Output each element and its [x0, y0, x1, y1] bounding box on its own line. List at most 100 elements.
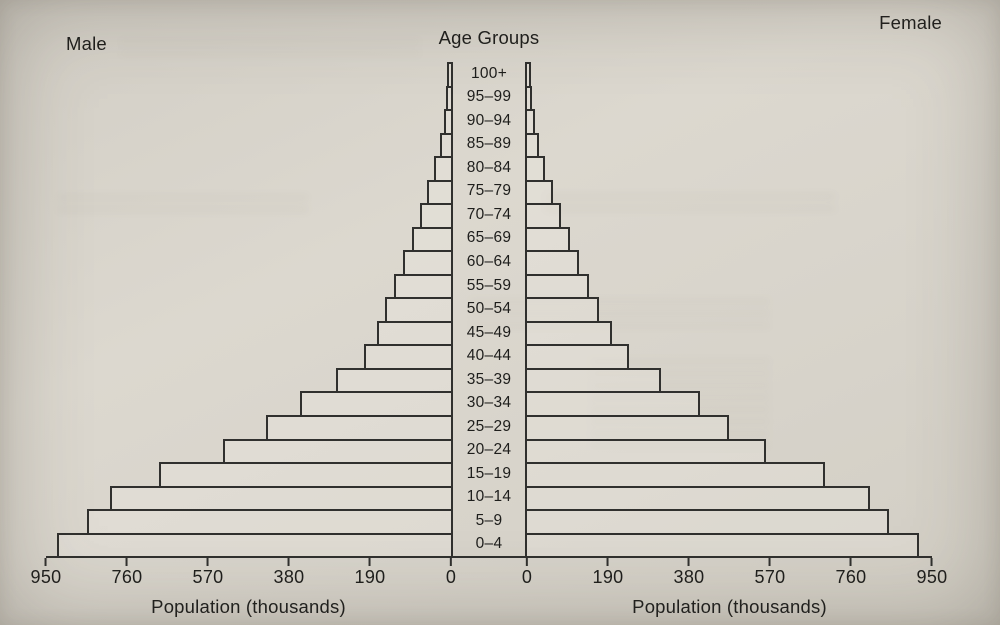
tick-label: 380	[673, 567, 705, 587]
axis-tick: 570	[755, 558, 786, 588]
age-group-label: 100+	[470, 64, 508, 82]
male-bar	[426, 179, 451, 204]
female-bar	[527, 85, 533, 110]
tick-mark	[45, 558, 47, 566]
female-bar	[527, 532, 920, 557]
age-group-label: 85–89	[466, 135, 512, 153]
tick-label: 190	[354, 567, 386, 587]
age-group-label: 55–59	[466, 276, 512, 294]
male-bar	[394, 273, 451, 298]
axis-tick: 0	[446, 558, 456, 588]
age-group-label: 60–64	[466, 253, 512, 271]
axis-tick: 950	[917, 558, 948, 588]
tick-mark	[688, 558, 690, 566]
axis-tick: 380	[274, 558, 305, 588]
tick-mark	[369, 558, 371, 566]
tick-mark	[850, 558, 852, 566]
axis-tick: 0	[522, 558, 532, 588]
tick-label: 570	[192, 567, 224, 587]
female-bar	[527, 320, 613, 345]
age-group-label: 65–69	[466, 229, 512, 247]
tick-label: 570	[754, 567, 786, 587]
age-group-label: 30–34	[466, 394, 512, 412]
print-bleed-artifact	[120, 40, 420, 60]
tick-mark	[207, 558, 209, 566]
age-group-label: 25–29	[466, 417, 512, 435]
male-bar	[110, 485, 451, 510]
male-bar	[447, 62, 451, 86]
male-bar	[385, 297, 451, 321]
female-side-label: Female	[879, 12, 942, 33]
age-group-label: 5–9	[475, 511, 503, 529]
tick-label: 380	[273, 567, 305, 587]
age-group-label: 45–49	[466, 323, 512, 341]
tick-mark	[526, 558, 528, 566]
male-bar	[445, 85, 451, 110]
male-bar	[265, 414, 451, 439]
axis-tick: 760	[836, 558, 867, 588]
male-bar	[86, 509, 451, 533]
female-bar	[527, 250, 580, 274]
female-bar	[527, 203, 561, 227]
axis-tick: 950	[31, 558, 62, 588]
tick-mark	[607, 558, 609, 566]
age-group-label: 95–99	[466, 88, 512, 106]
tick-label: 760	[111, 567, 143, 587]
axis-tick: 760	[112, 558, 143, 588]
age-group-label: 15–19	[466, 464, 512, 482]
female-bar	[527, 132, 540, 157]
female-bar	[527, 156, 546, 180]
male-bar	[159, 462, 451, 486]
female-bar	[527, 109, 535, 133]
age-group-label: 75–79	[466, 182, 512, 200]
tick-label: 0	[521, 567, 533, 587]
age-groups-title: Age Groups	[438, 27, 540, 48]
age-group-label: 70–74	[466, 205, 512, 223]
age-labels-column: 100+ 95–99 90–94 85–89 80–84 75–79 70–74 65–69 6…	[451, 62, 527, 556]
axis-tick: 380	[674, 558, 705, 588]
male-bar	[420, 203, 451, 227]
male-bar	[363, 344, 451, 368]
population-pyramid-chart: 100+ 95–99 90–94 85–89 80–84 75–79 70–74 65–69 6…	[31, 62, 947, 618]
age-group-label: 35–39	[466, 370, 512, 388]
axis-title-spacer	[451, 596, 527, 618]
age-group-label: 20–24	[466, 441, 512, 459]
male-bars-column	[46, 62, 451, 557]
male-bar	[336, 367, 451, 392]
female-axis-title: Population (thousands)	[632, 596, 827, 617]
female-bars-column	[527, 62, 932, 557]
tick-label: 760	[835, 567, 867, 587]
female-bar	[527, 367, 662, 392]
male-axis-ticks: 0 190 380 570 760 950	[31, 558, 456, 594]
age-group-label: 50–54	[466, 300, 512, 318]
tick-mark	[126, 558, 128, 566]
female-bar	[527, 62, 531, 86]
male-bar	[411, 226, 451, 251]
female-bar	[527, 297, 600, 321]
female-bar	[527, 179, 554, 204]
axis-tick: 570	[193, 558, 224, 588]
tick-mark	[931, 558, 933, 566]
age-group-label: 90–94	[466, 111, 512, 129]
male-bar	[403, 250, 451, 274]
male-bar	[299, 391, 451, 415]
pyramid-plot-area: 100+ 95–99 90–94 85–89 80–84 75–79 70–74 65–69 6…	[46, 62, 932, 558]
female-bar	[527, 344, 630, 368]
tick-mark	[450, 558, 452, 566]
male-bar	[56, 532, 451, 557]
female-bar	[527, 485, 871, 510]
male-axis-title: Population (thousands)	[151, 596, 346, 617]
male-bar	[223, 438, 451, 463]
female-bar	[527, 462, 826, 486]
female-bar	[527, 391, 700, 415]
tick-label: 0	[445, 567, 457, 587]
age-group-label: 0–4	[475, 535, 503, 553]
axis-titles-row: Population (thousands) Population (thous…	[46, 596, 932, 618]
tick-label: 950	[916, 567, 948, 587]
female-bar	[527, 438, 766, 463]
male-bar	[439, 132, 451, 157]
female-axis-ticks: 0 190 380 570 760 950	[522, 558, 947, 594]
age-group-label: 80–84	[466, 158, 512, 176]
male-bar	[434, 156, 451, 180]
